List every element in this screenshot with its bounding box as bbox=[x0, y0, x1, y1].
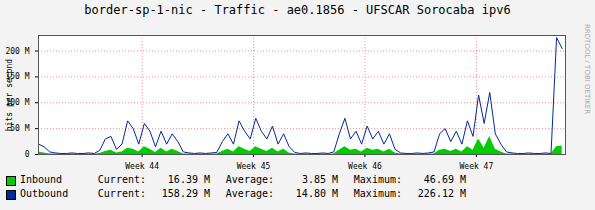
svg-text:bits per second: bits per second bbox=[5, 59, 14, 131]
svg-text:Week 46: Week 46 bbox=[348, 162, 382, 170]
svg-text:50 M: 50 M bbox=[10, 124, 30, 134]
html-text:border-sp-1-nic - Traffic - ae: border-sp-1-nic - Traffic - ae0.1856 - U… bbox=[84, 3, 511, 17]
html-text:RRDTOOL / TOBI OETIKER: RRDTOOL / TOBI OETIKER bbox=[583, 24, 591, 115]
html-text:226.12 M: 226.12 M bbox=[417, 188, 466, 199]
html-text:16.39 M: 16.39 M bbox=[167, 174, 210, 185]
svg-text:150 M: 150 M bbox=[5, 72, 30, 82]
html-text:14.80 M: 14.80 M bbox=[295, 188, 338, 199]
html-text:Inbound: Inbound bbox=[20, 174, 63, 185]
svg-text:Week 45: Week 45 bbox=[237, 162, 271, 170]
html-text:Average:: Average: bbox=[225, 174, 274, 185]
html-text:Current:: Current: bbox=[97, 174, 146, 185]
html-text:Maximum:: Maximum: bbox=[353, 174, 402, 185]
html-text:158.29 M: 158.29 M bbox=[161, 188, 210, 199]
html-text:Maximum:: Maximum: bbox=[353, 188, 402, 199]
svg-text:Week 47: Week 47 bbox=[460, 162, 494, 170]
html-text:Current:: Current: bbox=[97, 188, 146, 199]
html-text:Average:: Average: bbox=[225, 188, 274, 199]
html-text:3.85 M: 3.85 M bbox=[301, 174, 338, 185]
svg-text:Week 44: Week 44 bbox=[125, 162, 159, 170]
svg-text:100 M: 100 M bbox=[5, 98, 30, 108]
html-text:Outbound: Outbound bbox=[20, 188, 69, 199]
html-text:46.69 M: 46.69 M bbox=[423, 174, 466, 185]
svg-text:0: 0 bbox=[25, 150, 30, 159]
svg-text:200 M: 200 M bbox=[5, 47, 29, 56]
